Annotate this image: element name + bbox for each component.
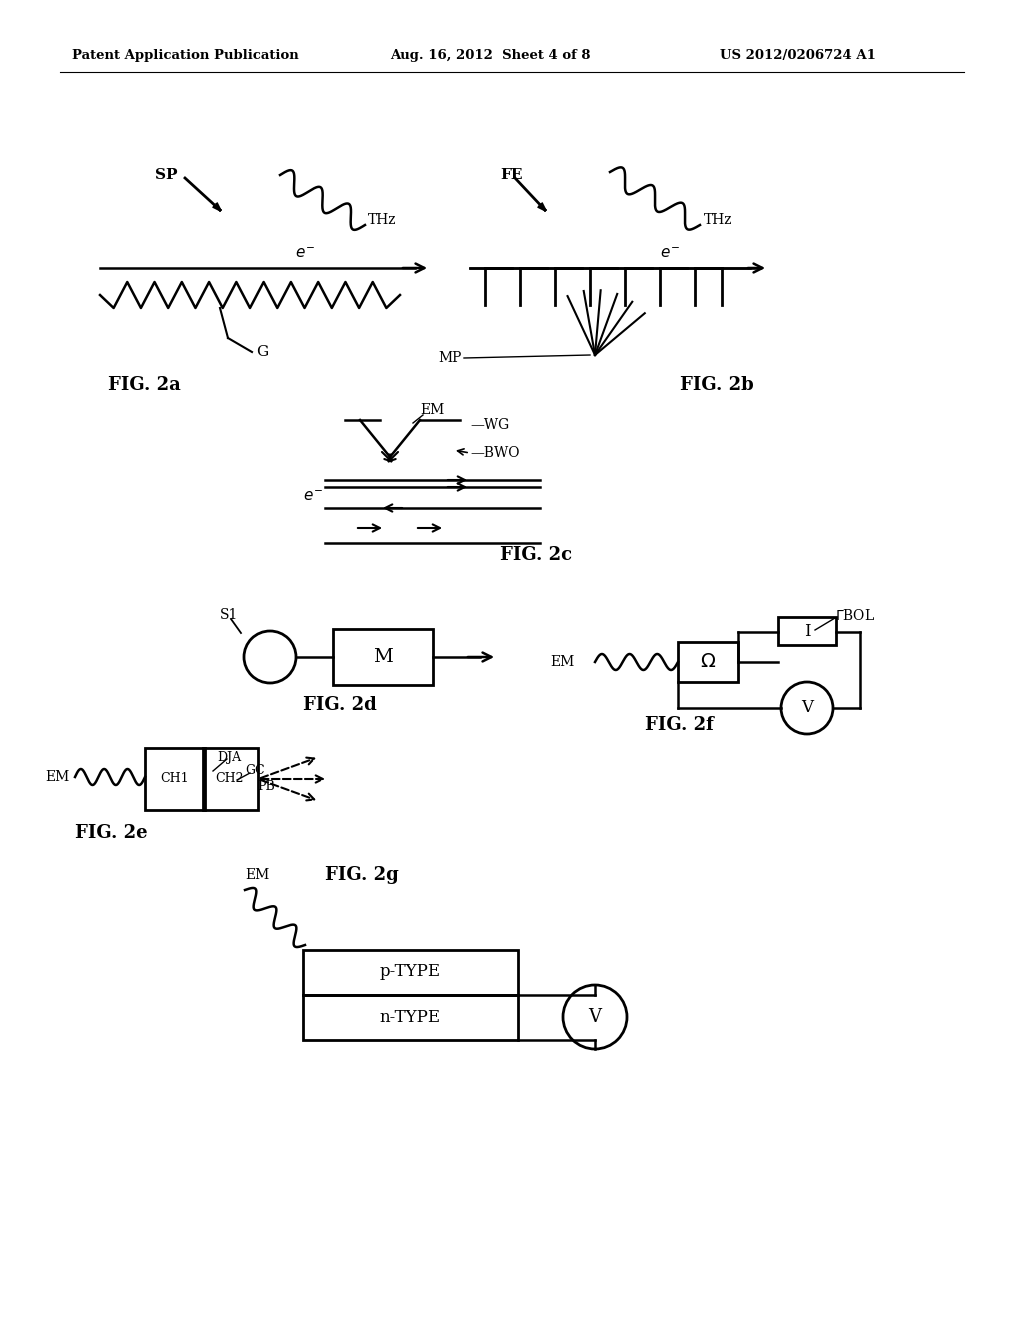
Text: FIG. 2g: FIG. 2g bbox=[325, 866, 398, 884]
Text: p-TYPE: p-TYPE bbox=[380, 964, 440, 981]
Bar bbox=[203, 748, 258, 810]
Bar bbox=[678, 642, 738, 682]
Text: Patent Application Publication: Patent Application Publication bbox=[72, 49, 299, 62]
Text: G: G bbox=[256, 345, 268, 359]
Text: FIG. 2d: FIG. 2d bbox=[303, 696, 377, 714]
Text: V: V bbox=[801, 700, 813, 717]
Bar bbox=[303, 950, 518, 995]
Text: GC: GC bbox=[245, 764, 264, 777]
Text: EM: EM bbox=[245, 869, 269, 882]
Text: n-TYPE: n-TYPE bbox=[380, 1008, 440, 1026]
Bar bbox=[333, 630, 433, 685]
Text: $\Gamma$BOL: $\Gamma$BOL bbox=[835, 607, 876, 623]
Bar bbox=[778, 616, 836, 645]
Text: EM: EM bbox=[46, 770, 70, 784]
Text: FIG. 2c: FIG. 2c bbox=[500, 546, 572, 564]
Text: US 2012/0206724 A1: US 2012/0206724 A1 bbox=[720, 49, 876, 62]
Text: M: M bbox=[373, 648, 393, 667]
Bar bbox=[145, 748, 205, 810]
Text: EM: EM bbox=[420, 403, 444, 417]
Text: CH2: CH2 bbox=[216, 772, 245, 785]
Text: FE: FE bbox=[500, 168, 522, 182]
Text: V: V bbox=[589, 1008, 601, 1026]
Text: $e^{-}$: $e^{-}$ bbox=[295, 247, 315, 261]
Text: PB: PB bbox=[257, 780, 274, 793]
Text: —WG: —WG bbox=[470, 418, 509, 432]
Text: FIG. 2a: FIG. 2a bbox=[108, 376, 181, 393]
Text: THz: THz bbox=[368, 213, 396, 227]
Text: $\Omega$: $\Omega$ bbox=[700, 653, 716, 671]
Text: THz: THz bbox=[705, 213, 732, 227]
Text: —BWO: —BWO bbox=[470, 446, 519, 459]
Text: Aug. 16, 2012  Sheet 4 of 8: Aug. 16, 2012 Sheet 4 of 8 bbox=[390, 49, 591, 62]
Text: CH1: CH1 bbox=[161, 772, 189, 785]
Bar bbox=[303, 995, 518, 1040]
Text: FIG. 2b: FIG. 2b bbox=[680, 376, 754, 393]
Text: EM: EM bbox=[551, 655, 575, 669]
Text: $e^{-}$: $e^{-}$ bbox=[303, 490, 323, 504]
Text: $e^{-}$: $e^{-}$ bbox=[660, 247, 680, 261]
Text: I: I bbox=[804, 623, 810, 639]
Text: MP: MP bbox=[438, 351, 462, 366]
Text: S1: S1 bbox=[220, 609, 239, 622]
Text: SP: SP bbox=[155, 168, 177, 182]
Text: DJA: DJA bbox=[217, 751, 241, 763]
Text: FIG. 2e: FIG. 2e bbox=[75, 824, 147, 842]
Text: FIG. 2f: FIG. 2f bbox=[645, 715, 714, 734]
